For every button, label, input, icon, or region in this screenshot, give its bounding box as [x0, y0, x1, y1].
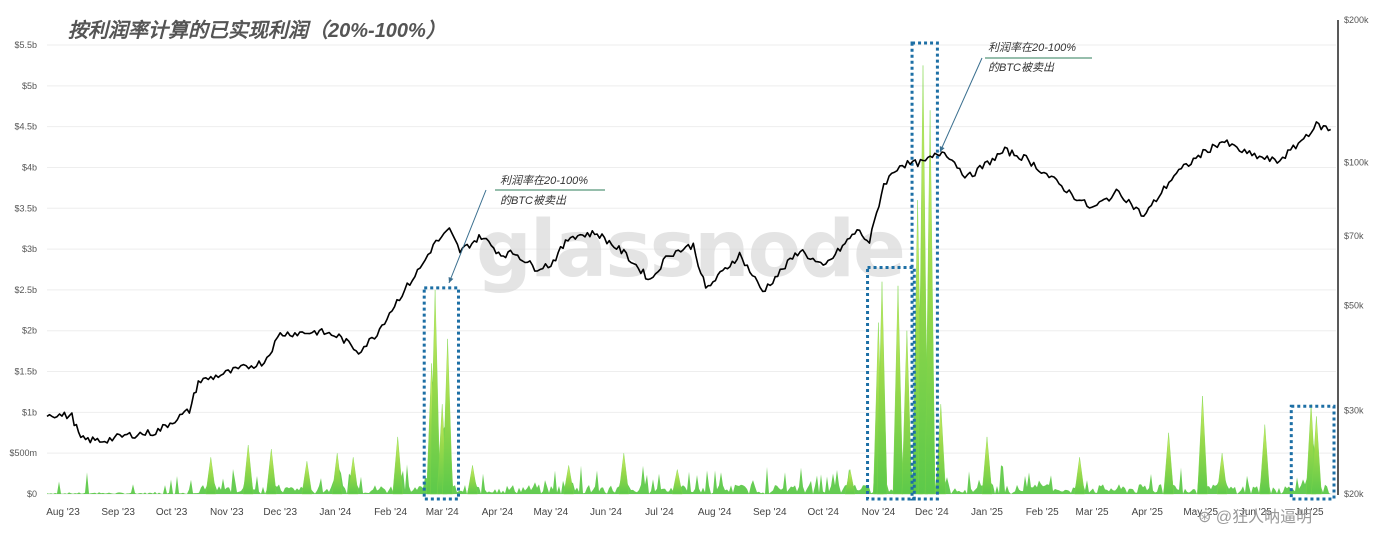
highlight-box [866, 266, 916, 501]
y-left-tick-label: $4.5b [14, 122, 37, 132]
x-tick-label: May '24 [533, 507, 568, 518]
annotation-arrowhead [448, 277, 454, 283]
area-spike [1197, 395, 1208, 495]
y-left-tick-label: $1b [22, 407, 37, 417]
area-spike [467, 465, 478, 495]
x-tick-label: Sep '24 [753, 507, 787, 518]
area-spike [392, 436, 403, 495]
x-tick-label: Dec '24 [915, 507, 949, 518]
annotation-arrow-line [448, 189, 487, 284]
y-left-tick-label: $3.5b [14, 203, 37, 213]
annotation-line1: 利润率在20-100% [500, 174, 588, 187]
area-spike [1163, 432, 1174, 495]
source-watermark: ⊛ @狂人呐逼明 [1198, 508, 1312, 526]
annotation-line2: 的BTC被卖出 [988, 61, 1055, 74]
area-spike [981, 436, 993, 495]
y-left-tick-label: $4b [22, 162, 37, 172]
area-spike [892, 285, 904, 495]
y-right-tick-label: $20k [1344, 489, 1364, 499]
area-spike [205, 457, 217, 495]
x-tick-label: Feb '25 [1026, 507, 1059, 518]
area-spike [672, 469, 683, 495]
area-spike [331, 453, 343, 495]
btc-price-line [46, 121, 1332, 444]
area-spike [442, 338, 453, 495]
x-tick-label: Apr '25 [1132, 507, 1164, 518]
gridlines [47, 44, 1336, 495]
area-spike [935, 404, 947, 495]
x-tick-label: Aug '23 [46, 507, 80, 518]
area-spike [242, 444, 254, 495]
y-left-tick-label: $2.5b [14, 285, 37, 295]
x-tick-label: Mar '24 [426, 507, 459, 518]
x-tick-label: Nov '23 [210, 507, 244, 518]
x-tick-label: Mar '25 [1076, 507, 1109, 518]
y-right-tick-label: $50k [1344, 300, 1364, 310]
area-spike [563, 465, 574, 495]
realized-profit-area [47, 65, 1331, 495]
area-spike [429, 289, 441, 495]
y-axis-right: $20k $30k $50k $70k $100k $200k [1344, 15, 1369, 499]
area-spike [618, 453, 630, 495]
y-left-tick-label: $0 [27, 489, 37, 499]
area-spike [1259, 424, 1271, 495]
x-tick-label: Jul '24 [645, 507, 674, 518]
y-left-tick-label: $2b [22, 326, 37, 336]
x-axis: Aug '23 Sep '23 Oct '23 Nov '23 Dec '23 Jan '… [46, 507, 1324, 518]
x-tick-label: Jun '25 [1240, 507, 1272, 518]
area-spike [876, 281, 888, 495]
y-right-tick-label: $30k [1344, 406, 1364, 416]
annotation-arrow-line [939, 57, 983, 153]
y-left-tick-label: $5b [22, 81, 37, 91]
x-tick-label: Apr '24 [482, 507, 514, 518]
x-tick-label: Jan '25 [971, 507, 1003, 518]
area-spike [1311, 416, 1322, 495]
y-right-tick-label: $200k [1344, 15, 1369, 25]
area-spike [1074, 457, 1085, 495]
price-line [46, 121, 1332, 444]
x-tick-label: Jun '24 [590, 507, 622, 518]
highlight-box [1289, 404, 1336, 501]
y-left-tick-label: $1.5b [14, 367, 37, 377]
annotation-line2: 的BTC被卖出 [500, 194, 567, 207]
x-tick-label: Sep '23 [101, 507, 135, 518]
highlight-boxes [422, 41, 1336, 501]
x-tick-label: Oct '23 [156, 507, 188, 518]
area-spike [844, 469, 856, 495]
area-spike [901, 330, 913, 495]
y-right-tick-label: $70k [1344, 231, 1364, 241]
highlight-box [422, 286, 460, 501]
annotation-arrowhead [939, 146, 945, 152]
x-tick-label: Aug '24 [698, 507, 732, 518]
highlight-box [910, 41, 939, 501]
x-tick-label: May '25 [1183, 507, 1218, 518]
x-tick-label: Feb '24 [374, 507, 407, 518]
x-tick-label: Dec '23 [263, 507, 297, 518]
x-tick-label: Jan '24 [319, 507, 351, 518]
x-tick-label: Oct '24 [808, 507, 840, 518]
area-spike [917, 65, 929, 495]
y-axis-left: $0 $500m $1b $1.5b $2b $2.5b $3b $3.5b $4b $4.5b $… [9, 40, 37, 499]
area-spike [347, 457, 359, 495]
y-left-tick-label: $500m [9, 448, 37, 458]
x-tick-label: Jul '25 [1295, 507, 1324, 518]
area-spike [1216, 453, 1228, 495]
y-right-tick-label: $100k [1344, 158, 1369, 168]
area-spike [266, 449, 277, 495]
y-left-tick-label: $5.5b [14, 40, 37, 50]
chart-title: 按利润率计算的已实现利润（20%-100%） [68, 19, 446, 42]
annotation-line1: 利润率在20-100% [988, 41, 1076, 54]
x-tick-label: Nov '24 [862, 507, 896, 518]
area-spike [924, 110, 936, 495]
y-left-tick-label: $3b [22, 244, 37, 254]
area-spike [301, 461, 313, 495]
